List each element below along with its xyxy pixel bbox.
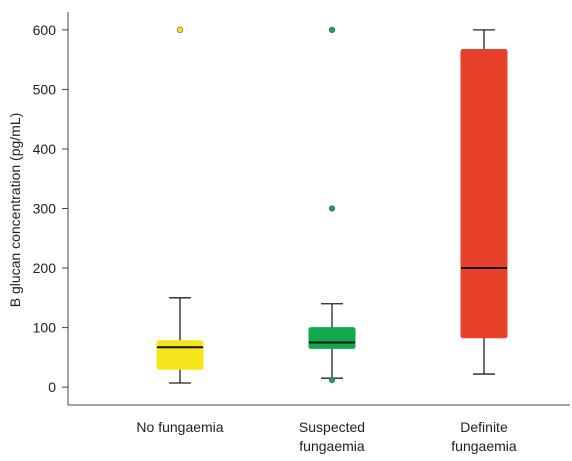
- box: [308, 327, 356, 349]
- box: [156, 340, 204, 370]
- x-tick-label-line: fungaemia: [451, 438, 517, 454]
- box: [460, 49, 508, 339]
- y-axis-label: B glucan concentration (pg/mL): [7, 113, 23, 308]
- x-tick-label: Definite fungaemia: [451, 419, 517, 454]
- outlier: [328, 205, 336, 212]
- y-tick-label: 200: [33, 260, 57, 276]
- outlier: [176, 26, 184, 33]
- y-tick-label: 300: [33, 201, 57, 217]
- x-tick-label-line: Definite: [460, 419, 508, 435]
- x-tick-label: Suspected fungaemia: [299, 419, 365, 454]
- y-tick-label: 600: [33, 22, 57, 38]
- y-tick-label: 500: [33, 81, 57, 97]
- y-tick-label: 400: [33, 141, 57, 157]
- x-tick-label-line: fungaemia: [299, 438, 365, 454]
- outlier: [328, 376, 336, 384]
- outlier: [328, 26, 336, 33]
- x-tick-label-line: No fungaemia: [136, 419, 223, 435]
- y-tick-label: 100: [33, 320, 57, 336]
- x-tick-label-line: Suspected: [299, 419, 365, 435]
- y-tick-label: 0: [48, 379, 56, 395]
- x-tick-label: No fungaemia: [136, 419, 223, 435]
